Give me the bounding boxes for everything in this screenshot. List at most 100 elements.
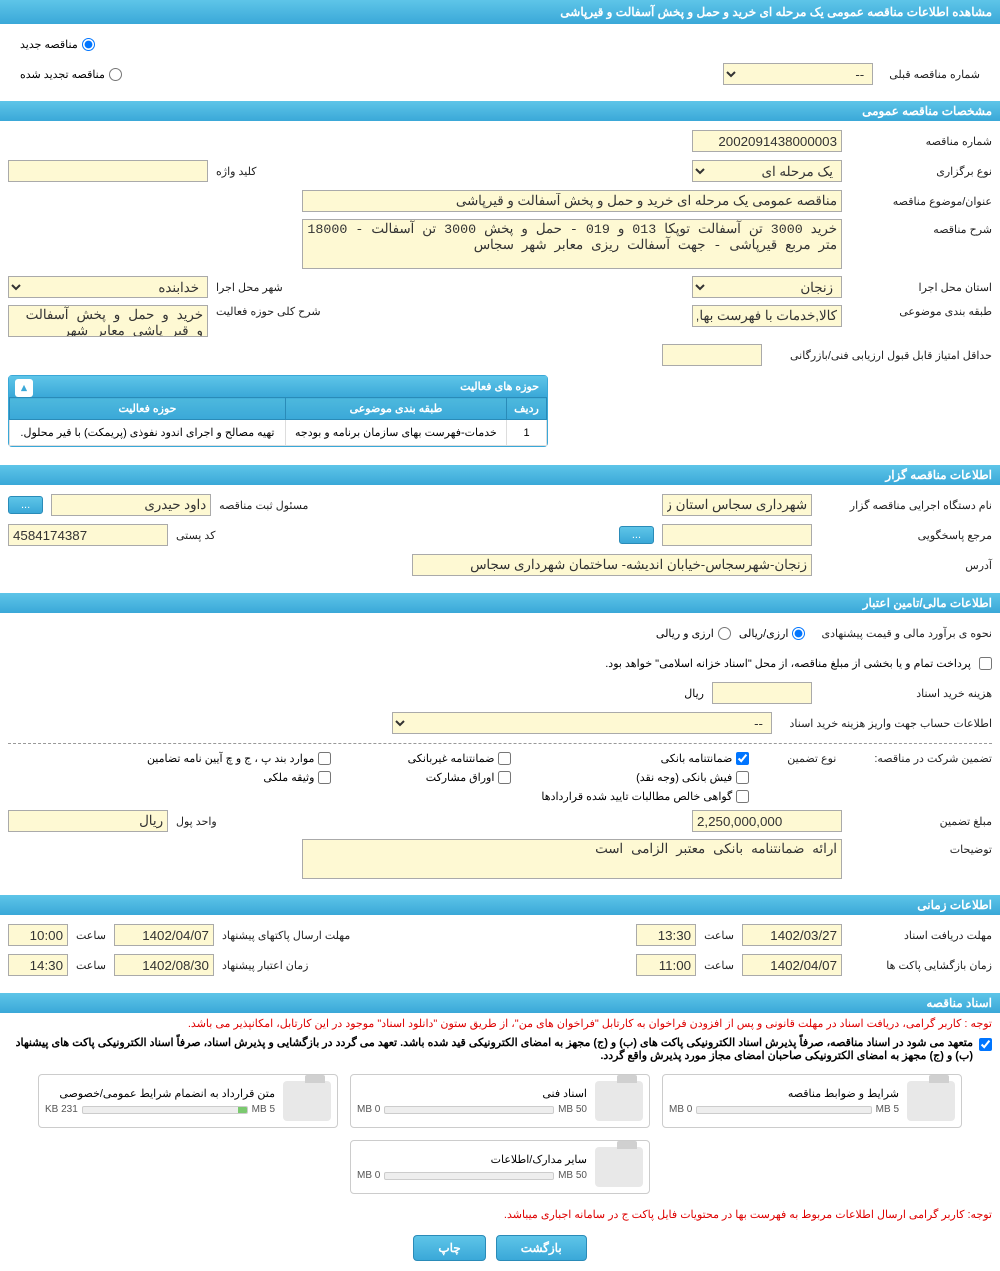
page-title: مشاهده اطلاعات مناقصه عمومی یک مرحله ای … — [0, 0, 1000, 24]
org-name-label: نام دستگاه اجرایی مناقصه گزار — [812, 499, 992, 512]
section-documents-header: اسناد مناقصه — [0, 993, 1000, 1013]
address-input[interactable] — [412, 554, 812, 576]
cb-participation[interactable] — [498, 771, 511, 784]
notice-1: توجه : کاربر گرامی، دریافت اسناد در مهلت… — [0, 1013, 1000, 1034]
file-box[interactable]: شرایط و ضوابط مناقصه 5 MB 0 MB — [662, 1074, 962, 1128]
cb-bank-guarantee[interactable] — [736, 752, 749, 765]
postal-input[interactable] — [8, 524, 168, 546]
submit-time[interactable] — [8, 924, 68, 946]
guarantee-label: تضمین شرکت در مناقصه: — [866, 752, 992, 765]
open-time[interactable] — [636, 954, 696, 976]
number-input[interactable] — [692, 130, 842, 152]
registrar-browse-button[interactable]: ... — [8, 496, 43, 514]
registrar-label: مسئول ثبت مناقصه — [211, 499, 308, 512]
unit-input[interactable] — [8, 810, 168, 832]
file-box[interactable]: متن قرارداد به انضمام شرایط عمومی/خصوصی … — [38, 1074, 338, 1128]
title-input[interactable] — [302, 190, 842, 212]
doc-cost-input[interactable] — [712, 682, 812, 704]
folder-icon — [283, 1081, 331, 1121]
section-general-header: مشخصات مناقصه عمومی — [0, 101, 1000, 121]
collapse-icon[interactable]: ▴ — [15, 379, 33, 397]
file-box[interactable]: اسناد فنی 50 MB 0 MB — [350, 1074, 650, 1128]
receive-label: مهلت دریافت اسناد — [842, 929, 992, 942]
file-max: 5 MB — [252, 1104, 275, 1115]
col-scope: حوزه فعالیت — [10, 398, 286, 420]
org-name-input[interactable] — [662, 494, 812, 516]
treasury-checkbox[interactable] — [979, 657, 992, 670]
submit-time-label: ساعت — [68, 929, 106, 942]
open-date[interactable] — [742, 954, 842, 976]
section-general: شماره مناقصه نوع برگزاری یک مرحله ای کلی… — [0, 121, 1000, 463]
activity-table-title: حوزه های فعالیت ▴ — [9, 376, 547, 397]
type-select[interactable]: یک مرحله ای — [692, 160, 842, 182]
address-label: آدرس — [812, 559, 992, 572]
prev-number-select[interactable]: -- — [723, 63, 873, 85]
cb-bank-guarantee-label: ضمانتنامه بانکی — [661, 752, 733, 765]
radio-new-tender[interactable] — [82, 38, 95, 51]
responder-browse-button[interactable]: ... — [619, 526, 654, 544]
receive-time[interactable] — [636, 924, 696, 946]
cb-appendix-label: موارد بند پ ، ج و چ آیین نامه تضامین — [147, 752, 314, 765]
open-time-label: ساعت — [696, 959, 734, 972]
prev-number-label: شماره مناقصه قبلی — [881, 68, 980, 81]
file-max: 50 MB — [558, 1104, 587, 1115]
province-select[interactable]: زنجان — [692, 276, 842, 298]
number-label: شماره مناقصه — [842, 135, 992, 148]
category-label: طبقه بندی موضوعی — [842, 305, 992, 318]
desc-textarea[interactable]: خرید 3000 تن آسفالت توپکا 013 و 019 - حم… — [302, 219, 842, 269]
cb-nonbank-guarantee[interactable] — [498, 752, 511, 765]
section-documents: توجه : کاربر گرامی، دریافت اسناد در مهلت… — [0, 1013, 1000, 1225]
progress-bar — [384, 1172, 554, 1180]
validity-time[interactable] — [8, 954, 68, 976]
validity-label: زمان اعتبار پیشنهاد — [214, 959, 309, 972]
cb-participation-label: اوراق مشارکت — [426, 771, 495, 784]
type-label: نوع برگزاری — [842, 165, 992, 178]
section-organizer-header: اطلاعات مناقصه گزار — [0, 465, 1000, 485]
folder-icon — [595, 1147, 643, 1187]
file-box[interactable]: سایر مدارک/اطلاعات 50 MB 0 MB — [350, 1140, 650, 1194]
radio-renewed-tender[interactable] — [109, 68, 122, 81]
validity-date[interactable] — [114, 954, 214, 976]
cb-certificate[interactable] — [736, 790, 749, 803]
print-button[interactable]: چاپ — [413, 1235, 485, 1261]
account-label: اطلاعات حساب جهت واریز هزینه خرید اسناد — [772, 717, 992, 730]
section-financial-header: اطلاعات مالی/تامین اعتبار — [0, 593, 1000, 613]
col-row: ردیف — [507, 398, 547, 420]
category-input[interactable] — [692, 305, 842, 327]
responder-input[interactable] — [662, 524, 812, 546]
cb-nonbank-guarantee-label: ضمانتنامه غیربانکی — [408, 752, 495, 765]
desc-label: شرح مناقصه — [842, 219, 992, 236]
cb-property[interactable] — [318, 771, 331, 784]
progress-bar — [384, 1106, 554, 1114]
receive-date[interactable] — [742, 924, 842, 946]
cb-bank-receipt[interactable] — [736, 771, 749, 784]
guarantee-type-label: نوع تضمین — [779, 752, 836, 765]
amount-input[interactable] — [692, 810, 842, 832]
city-select[interactable]: خدابنده — [8, 276, 208, 298]
radio-rial[interactable] — [792, 627, 805, 640]
validity-time-label: ساعت — [68, 959, 106, 972]
commitment-checkbox[interactable] — [979, 1038, 992, 1051]
keyword-input[interactable] — [8, 160, 208, 182]
progress-bar — [82, 1106, 248, 1114]
activity-scope-textarea[interactable]: خرید و حمل و پخش آسفالت و قیر پاشی معابر… — [8, 305, 208, 337]
remarks-textarea[interactable]: ارائه ضمانتنامه بانکی معتبر الزامی است — [302, 839, 842, 879]
radio-rial-label: ارزی/ریالی — [739, 627, 789, 640]
submit-label: مهلت ارسال پاکتهای پیشنهاد — [214, 929, 350, 942]
radio-mixed[interactable] — [718, 627, 731, 640]
file-max: 5 MB — [876, 1104, 899, 1115]
registrar-input[interactable] — [51, 494, 211, 516]
section-schedule-header: اطلاعات زمانی — [0, 895, 1000, 915]
activity-table: ردیف طبقه بندی موضوعی حوزه فعالیت 1 خدما… — [9, 397, 547, 446]
submit-date[interactable] — [114, 924, 214, 946]
footer-buttons: بازگشت چاپ — [0, 1225, 1000, 1271]
section-organizer: نام دستگاه اجرایی مناقصه گزار مسئول ثبت … — [0, 485, 1000, 591]
back-button[interactable]: بازگشت — [496, 1235, 587, 1261]
account-select[interactable]: -- — [392, 712, 772, 734]
file-title: متن قرارداد به انضمام شرایط عمومی/خصوصی — [45, 1087, 275, 1100]
cb-certificate-label: گواهی خالص مطالبات تایید شده قراردادها — [541, 790, 732, 803]
col-category: طبقه بندی موضوعی — [285, 398, 506, 420]
min-score-input[interactable] — [662, 344, 762, 366]
cb-appendix[interactable] — [318, 752, 331, 765]
keyword-label: کلید واژه — [208, 165, 256, 178]
